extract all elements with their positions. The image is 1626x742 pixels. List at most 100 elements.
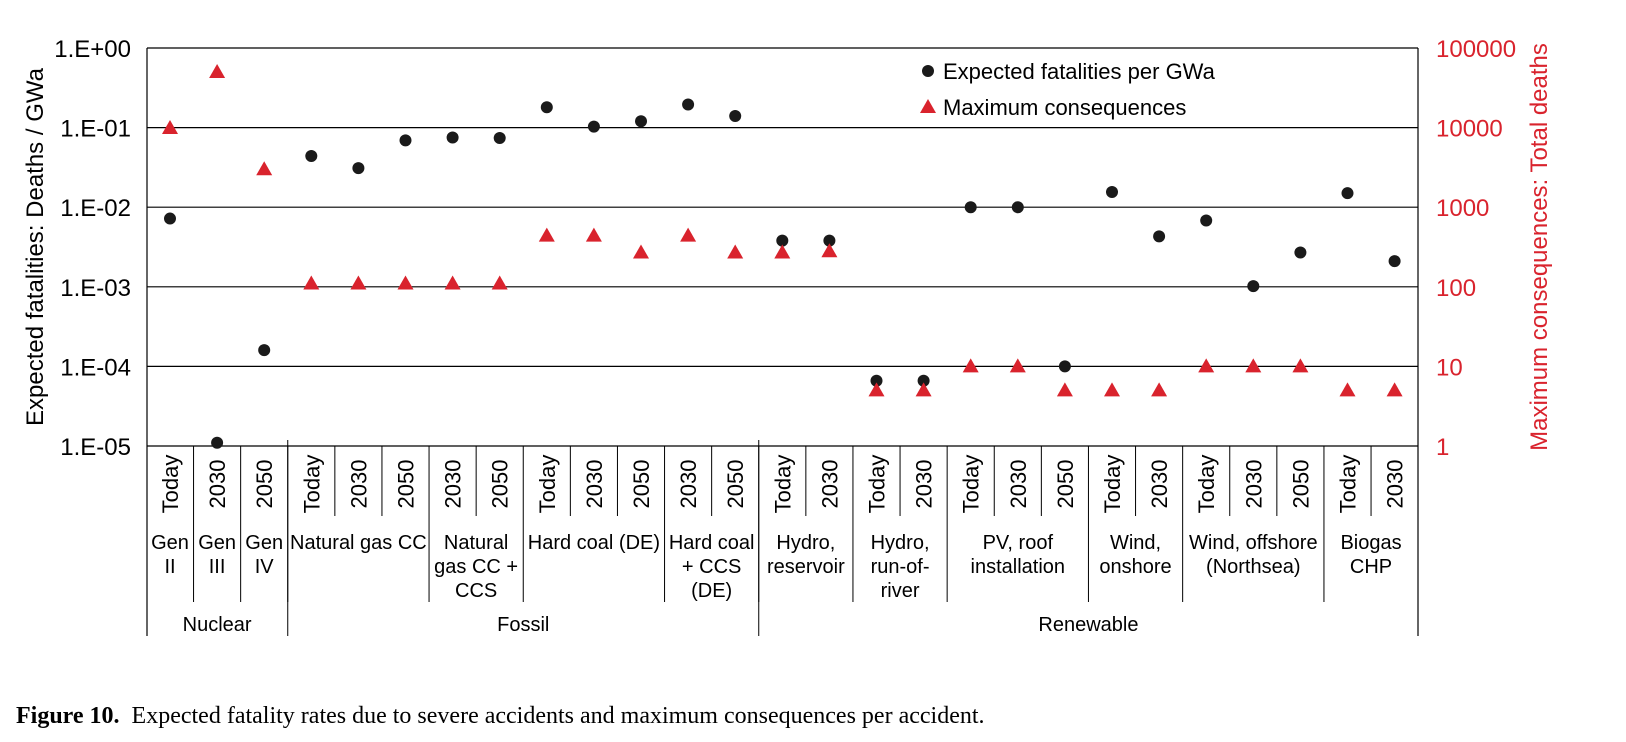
technology-group-label: (DE) [691,580,732,602]
category-label: Today [1100,455,1125,514]
left-tick-label: 1.E-01 [60,116,131,143]
category-label: 2030 [676,460,701,509]
legend-circle-marker [922,65,934,77]
category-label: 2050 [723,460,748,509]
legend-triangle-marker [920,99,936,113]
category-label: 2050 [1288,460,1313,509]
right-axis-title: Maximum consequences: Total deaths [1526,43,1553,451]
right-tick-label: 10000 [1436,116,1503,143]
left-tick-label: 1.E-04 [60,354,131,381]
technology-group-label: III [209,556,226,578]
left-tick-label: 1.E-02 [60,195,131,222]
technology-group-label: reservoir [767,556,845,578]
fatality-point [352,162,365,175]
sector-label: Fossil [497,614,549,636]
fatality-point [1247,280,1260,293]
category-label: 2030 [346,460,371,509]
technology-group-label: Hard coal [669,532,755,554]
left-tick-label: 1.E+00 [54,36,131,63]
technology-group-label: + CCS [682,556,741,578]
max-consequence-point [962,358,979,373]
left-tick-label: 1.E-03 [60,275,131,302]
technology-group-label: Wind, [1110,532,1161,554]
fatality-point [635,115,647,128]
technology-group-label: Gen [245,532,283,554]
legend-label-fatalities: Expected fatalities per GWa [943,59,1216,84]
technology-group-label: onshore [1099,556,1171,578]
max-consequence-point [444,275,461,290]
category-label: 2050 [629,460,654,509]
fatality-point [493,132,506,145]
max-consequence-point [1198,358,1215,373]
sector-label: Nuclear [183,614,252,636]
fatality-point [1341,187,1354,200]
category-label: 2030 [912,460,937,509]
category-label: 2030 [1241,460,1266,509]
max-consequence-point [397,275,414,290]
right-tick-label: 10 [1436,354,1463,381]
max-consequence-point [774,244,791,259]
fatality-point [399,134,412,147]
technology-group-label: (Northsea) [1206,556,1300,578]
right-tick-label: 1000 [1436,195,1489,222]
technology-group-label: Hard coal (DE) [528,532,660,554]
left-axis-title: Expected fatalities: Deaths / GWa [22,67,49,426]
technology-group-label: Wind, offshore [1189,532,1318,554]
max-consequence-point [209,63,226,78]
fatality-point [1106,186,1118,199]
fatality-point [729,109,742,122]
max-consequence-point [915,382,932,397]
fatality-point [1388,255,1401,268]
technology-group-label: PV, roof [983,532,1054,554]
fatality-point [540,101,553,114]
category-label: Today [1194,455,1219,514]
max-consequence-point [633,244,649,259]
fatality-point [776,234,789,247]
technology-group-label: Natural gas CC [290,532,427,554]
category-label: 2050 [252,460,277,509]
category-label: 2030 [205,460,230,509]
figure-caption: Figure 10. Expected fatality rates due t… [16,703,985,730]
technology-group-label: run-of- [871,556,930,578]
max-consequence-point [680,227,697,242]
max-consequence-point [256,161,273,176]
max-consequence-point [162,119,178,134]
right-tick-label: 100000 [1436,36,1516,63]
technology-group-label: installation [971,556,1066,578]
fatality-point [1294,246,1307,259]
fatality-point [1058,360,1071,373]
fatality-point [1153,230,1166,243]
category-label: Today [1336,455,1361,514]
max-consequence-point [1056,382,1073,397]
max-consequence-point [538,227,555,242]
right-tick-label: 100 [1436,275,1476,302]
max-consequence-point [821,243,838,258]
fatality-chart: 1.E+00 1.E-01 1.E-02 1.E-03 1.E-04 1.E-05 1000… [22,36,1553,636]
category-label: Today [535,455,560,514]
technology-group-label: Gen [198,532,236,554]
category-label: 2030 [582,460,607,509]
technology-group-label: Hydro, [776,532,835,554]
technology-group-label: CCS [455,580,497,602]
technology-group-label: Gen [151,532,189,554]
sector-label: Renewable [1038,614,1138,636]
fatality-point [1200,214,1213,227]
fatality-point [870,374,883,387]
max-consequence-point [350,275,367,290]
caption-text: Expected fatality rates due to severe ac… [131,703,985,729]
category-label: 2030 [1147,460,1172,509]
technology-group-label: Natural [444,532,508,554]
technology-group-label: CHP [1350,556,1392,578]
category-label: 2030 [1006,460,1031,509]
category-label: Today [158,455,183,514]
fatality-point [964,201,977,214]
right-tick-label: 1 [1436,434,1449,461]
max-consequence-point [491,275,508,290]
legend-label-max-consequences: Maximum consequences [943,95,1186,120]
category-label: 2050 [394,460,419,509]
category-label: Today [299,455,324,514]
category-label: 2030 [441,460,466,509]
fatality-point [211,436,224,449]
technology-group-label: Biogas [1340,532,1401,554]
max-consequence-point [868,382,885,397]
